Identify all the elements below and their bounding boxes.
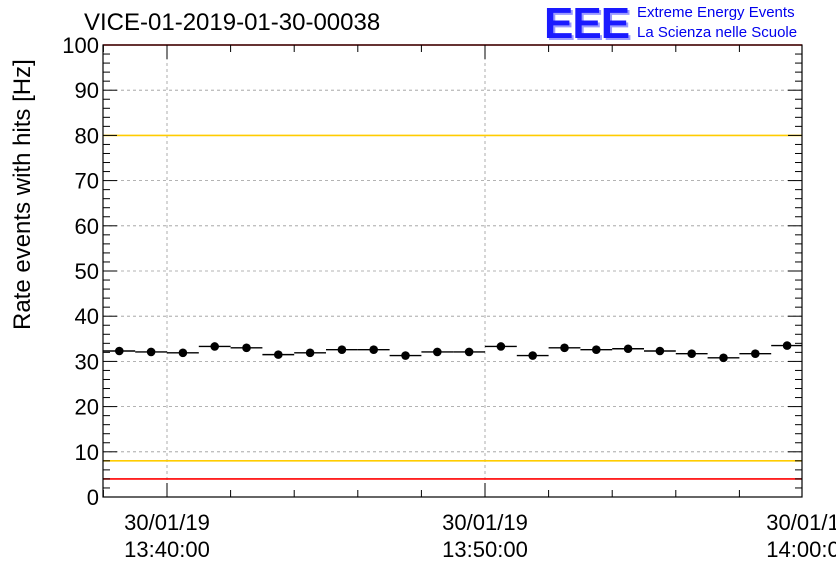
data-point [592, 345, 601, 354]
y-tick-label: 100 [62, 33, 99, 58]
data-point [242, 343, 251, 353]
data-point [496, 342, 506, 351]
run-title: VICE-01-2019-01-30-00038 [84, 9, 381, 36]
y-tick-label: 70 [75, 169, 99, 194]
data-point [210, 342, 219, 351]
data-point [337, 345, 347, 354]
x-tick-time-label: 13:40:00 [124, 537, 210, 562]
data-points [103, 341, 802, 363]
logo-line-1: Extreme Energy Events [637, 4, 795, 21]
data-point [146, 347, 156, 357]
x-tick-date-label: 30/01/1 [766, 510, 836, 535]
y-tick-label: 10 [75, 440, 99, 465]
data-point [115, 346, 124, 356]
x-tick-date-label: 30/01/19 [124, 510, 210, 535]
y-axis-label: Rate events with hits [Hz] [9, 59, 36, 330]
y-tick-label: 80 [75, 123, 99, 148]
eee-logo: EEE Extreme Energy Events La Scienza nel… [544, 0, 834, 48]
x-tick-time-label: 14:00:0 [766, 537, 836, 562]
y-tick-label: 40 [75, 304, 99, 329]
axis-ticks [102, 44, 802, 498]
data-point [719, 353, 728, 363]
logo-letters: EEE [544, 0, 630, 48]
data-point [433, 347, 442, 357]
data-point [274, 350, 283, 359]
data-point [560, 343, 569, 353]
data-point [528, 351, 537, 360]
tick-labels: 010203040506070809010030/01/1913:40:0030… [62, 33, 836, 562]
reference-lines [103, 44, 802, 480]
data-point [751, 349, 760, 359]
data-point [687, 349, 696, 359]
y-tick-label: 90 [75, 78, 99, 103]
data-point [369, 345, 379, 354]
y-tick-label: 50 [75, 259, 99, 284]
data-point [623, 344, 633, 354]
data-point [401, 351, 410, 360]
y-tick-label: 0 [87, 485, 99, 510]
y-tick-label: 60 [75, 214, 99, 239]
x-tick-time-label: 13:50:00 [442, 537, 528, 562]
grid-lines [103, 45, 802, 497]
x-tick-date-label: 30/01/19 [442, 510, 528, 535]
data-point [782, 341, 792, 350]
data-point [305, 348, 315, 358]
y-tick-label: 20 [75, 395, 99, 420]
data-point [464, 347, 474, 357]
y-tick-label: 30 [75, 349, 99, 374]
data-point [178, 348, 188, 358]
data-point [655, 346, 665, 356]
logo-line-2: La Scienza nelle Scuole [637, 24, 798, 41]
